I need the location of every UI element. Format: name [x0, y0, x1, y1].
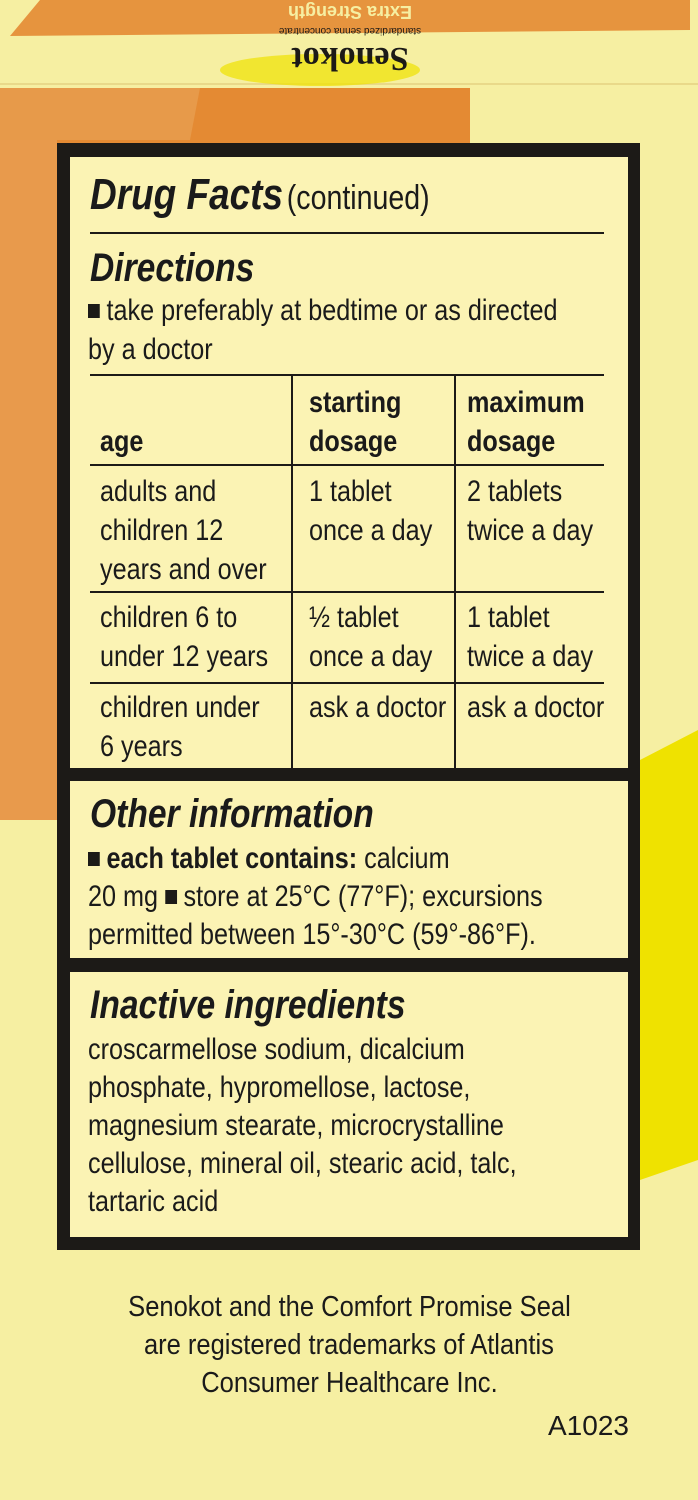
table-cell: ½ tablet once a day: [309, 601, 433, 673]
divider: [90, 232, 604, 234]
other-info-line-1: each tablet contains: calcium: [88, 842, 450, 876]
other-info-text: 20 mg: [88, 880, 159, 913]
bullet-icon: [165, 890, 177, 904]
ingredients-line: tartaric acid: [88, 1185, 219, 1218]
inactive-ingredients-heading: Inactive ingredients: [90, 983, 406, 1027]
drug-facts-title: Drug Facts (continued): [90, 170, 430, 220]
other-information-section: [70, 781, 628, 958]
other-info-line-2: 20 mg store at 25°C (77°F); excursions: [88, 880, 543, 914]
trademark-text: Consumer Healthcare Inc.: [200, 1367, 498, 1399]
table-cell: 1 tablet once a day: [309, 475, 433, 547]
table-cell: ask a doctor: [309, 691, 447, 724]
other-info-text: store at 25°C (77°F); excursions: [183, 880, 543, 913]
header-age: age: [100, 425, 144, 458]
table-header-rule: [90, 464, 604, 466]
table-cell: 2 tablets twice a day: [467, 475, 594, 547]
table-row-rule: [90, 591, 604, 593]
ingredients-line: magnesium stearate, microcrystalline: [88, 1109, 504, 1142]
table-column-rule: [454, 374, 456, 768]
bullet-icon: [88, 304, 100, 318]
bold-lead: each tablet contains:: [106, 842, 358, 875]
ingredients-line: phosphate, hypromellose, lactose,: [88, 1071, 471, 1104]
directions-line-2: by a doctor: [88, 333, 213, 366]
table-cell: children 6 to under 12 years: [100, 601, 269, 673]
table-top-rule: [90, 374, 604, 376]
table-cell: ask a doctor: [467, 691, 605, 724]
directions-heading: Directions: [90, 246, 255, 290]
directions-section: [70, 157, 628, 768]
table-cell: adults and children 12 years and over: [100, 475, 267, 586]
title-suffix: (continued): [286, 179, 430, 217]
table-cell: children under 6 years: [100, 691, 260, 763]
header-starting-dosage: starting dosage: [309, 386, 402, 458]
other-info-line-3: permitted between 15°-30°C (59°-86°F).: [88, 918, 536, 951]
trademark-line: Consumer Healthcare Inc.: [0, 1367, 698, 1400]
bullet-icon: [88, 852, 100, 866]
trademark-text: are registered trademarks of Atlantis: [144, 1329, 554, 1361]
ingredients-line: cellulose, mineral oil, stearic acid, ta…: [88, 1147, 517, 1180]
trademark-text: Senokot and the Comfort Promise Seal: [127, 1291, 571, 1323]
table-row-rule: [90, 682, 604, 684]
inactive-ingredients-section: [70, 972, 628, 1237]
trademark-line: are registered trademarks of Atlantis: [0, 1329, 698, 1362]
header-maximum-dosage: maximum dosage: [467, 386, 585, 458]
ingredients-line: croscarmellose sodium, dicalcium: [88, 1033, 465, 1066]
brand-logo: Senokot: [291, 40, 409, 77]
brand-tagline: standardized senna concentrate: [278, 25, 422, 36]
table-cell: 1 tablet twice a day: [467, 601, 594, 673]
title-text: Drug Facts: [90, 170, 284, 219]
product-code: A1023: [548, 1410, 629, 1441]
other-information-heading: Other information: [90, 792, 374, 836]
variant-label: Extra Strength: [287, 2, 413, 22]
directions-text: take preferably at bedtime or as directe…: [106, 294, 558, 327]
table-column-rule: [291, 374, 293, 768]
other-info-text: calcium: [364, 842, 450, 875]
trademark-line: Senokot and the Comfort Promise Seal: [0, 1291, 698, 1324]
directions-line-1: take preferably at bedtime or as directe…: [88, 294, 558, 328]
